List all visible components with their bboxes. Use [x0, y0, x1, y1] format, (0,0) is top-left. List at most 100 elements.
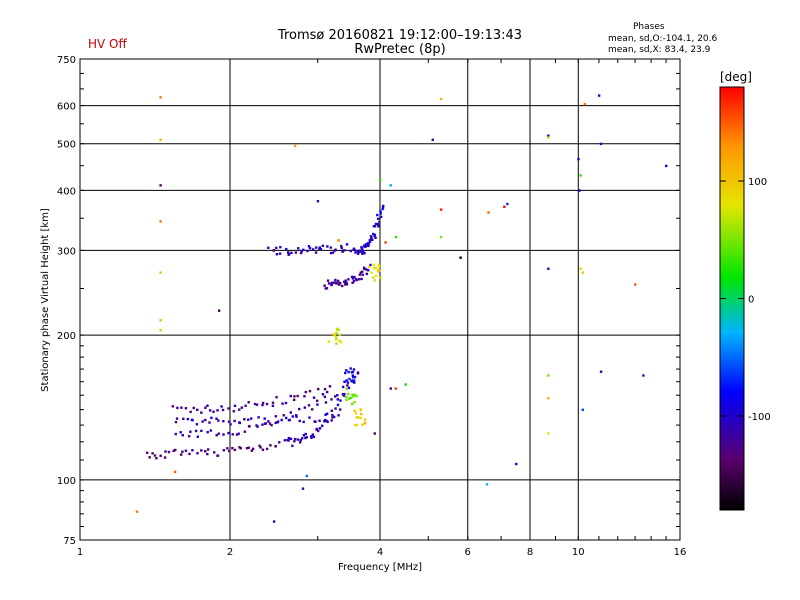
trace-point: [239, 447, 242, 450]
trace-point: [238, 421, 242, 425]
trace-point: [164, 450, 167, 453]
trace-point: [374, 236, 377, 239]
trace-point: [269, 444, 272, 447]
cluster-point: [335, 331, 338, 335]
trace-point: [250, 449, 254, 452]
isolated-point: [485, 483, 489, 486]
trace-point: [329, 251, 333, 255]
cluster-point: [363, 422, 367, 425]
trace-point: [298, 407, 301, 411]
trace-point: [256, 425, 259, 428]
trace-point: [206, 448, 210, 451]
trace-point: [212, 410, 215, 413]
trace-point: [261, 401, 265, 405]
cluster-point: [353, 409, 356, 413]
isolated-point: [337, 239, 340, 242]
trace-point: [326, 245, 329, 248]
isolated-point: [272, 520, 276, 523]
trace-point: [361, 251, 365, 255]
trace-point: [276, 420, 280, 423]
trace-point: [334, 248, 337, 251]
isolated-point: [459, 256, 462, 259]
isolated-point: [439, 97, 443, 101]
trace-point: [303, 395, 306, 398]
trace-point: [345, 243, 349, 246]
trace-point: [363, 251, 366, 255]
trace-point: [332, 415, 336, 419]
trace-point: [316, 429, 320, 433]
trace-point: [263, 422, 267, 425]
trace-point: [274, 421, 277, 425]
cluster-point: [338, 339, 341, 342]
trace-point: [311, 433, 315, 436]
trace-point: [316, 403, 319, 406]
isolated-point: [439, 208, 443, 211]
y-tick-label: 400: [57, 186, 76, 197]
trace-point: [235, 433, 239, 436]
y-axis-label: Stationary phase Virtual Height [km]: [40, 208, 51, 392]
trace-point: [331, 281, 335, 284]
isolated-point: [547, 397, 550, 400]
trace-point: [174, 432, 177, 436]
isolated-point: [389, 387, 392, 390]
cluster-point: [345, 379, 348, 382]
trace-point: [196, 452, 199, 455]
isolated-point: [159, 138, 162, 141]
y-tick-label: 300: [57, 246, 76, 257]
isolated-point: [581, 271, 584, 274]
trace-point: [251, 447, 255, 451]
stats-title: Phases: [633, 22, 665, 32]
trace-point: [181, 450, 184, 453]
trace-point: [302, 434, 306, 437]
trace-point: [216, 454, 220, 457]
phase-colorbar: [deg] 100 0 -100: [719, 70, 771, 511]
isolated-point: [547, 374, 550, 377]
isolated-point: [579, 267, 582, 270]
isolated-point: [577, 157, 580, 161]
trace-point: [318, 247, 321, 251]
trace-point: [195, 423, 199, 426]
trace-point: [341, 385, 345, 389]
isolated-point: [135, 510, 139, 513]
cluster-point: [353, 423, 357, 427]
trace-point: [306, 249, 309, 253]
trace-point: [244, 404, 247, 408]
trace-point: [330, 283, 333, 287]
trace-point: [222, 420, 225, 423]
y-tick-label: 750: [57, 55, 76, 66]
cluster-point: [377, 265, 381, 268]
cluster-point: [327, 340, 331, 343]
isolated-point: [404, 383, 407, 386]
cluster-point: [371, 276, 375, 279]
isolated-point: [431, 138, 434, 141]
trace-point: [255, 403, 259, 406]
trace-point: [307, 245, 311, 248]
trace-point: [336, 403, 340, 407]
cluster-point: [359, 408, 362, 411]
trace-point: [229, 423, 232, 426]
trace-point: [310, 436, 313, 439]
isolated-point: [293, 144, 297, 148]
grid-lines: [80, 59, 680, 540]
trace-point: [171, 405, 175, 408]
trace-point: [307, 404, 311, 407]
y-tick-label: 75: [63, 536, 76, 547]
trace-point: [233, 448, 237, 452]
trace-point: [379, 212, 382, 215]
trace-point: [325, 419, 328, 423]
cluster-point: [332, 332, 335, 336]
colorbar-unit-label: [deg]: [720, 70, 752, 84]
trace-point: [344, 281, 347, 284]
trace-point: [330, 398, 333, 401]
trace-point: [159, 454, 162, 457]
trace-point: [191, 449, 194, 452]
trace-point: [243, 430, 247, 433]
cluster-point: [348, 377, 351, 381]
trace-point: [145, 451, 149, 455]
trace-point: [298, 419, 301, 423]
isolated-point: [503, 205, 506, 208]
trace-point: [317, 387, 320, 391]
isolated-point: [389, 184, 392, 187]
trace-point: [180, 406, 183, 409]
